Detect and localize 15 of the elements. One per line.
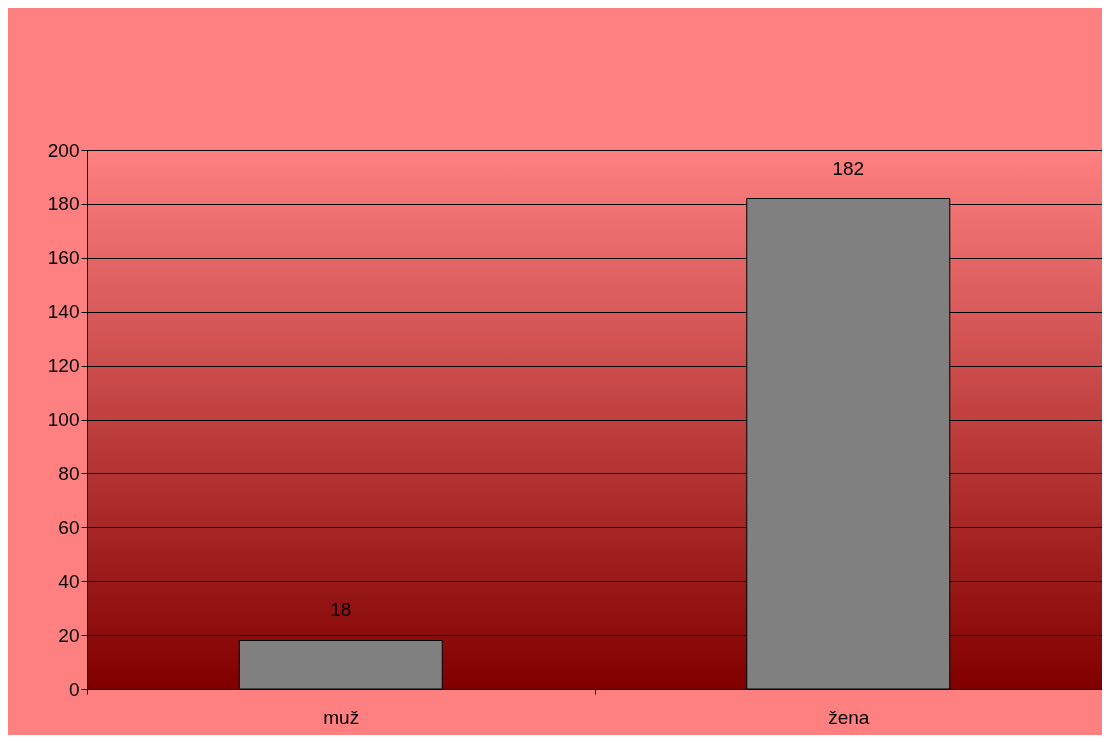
y-tick-label: 0	[68, 678, 80, 700]
y-tick-label: 160	[47, 247, 80, 269]
y-tick-label: 60	[58, 516, 80, 538]
data-label: 18	[330, 599, 352, 621]
y-tick-label: 20	[58, 624, 80, 646]
data-label: 182	[832, 157, 865, 179]
x-tick-label: muž	[323, 706, 360, 728]
x-tick-label: žena	[828, 706, 870, 728]
y-tick-label: 180	[47, 193, 80, 215]
y-tick-label: 40	[58, 570, 80, 592]
y-tick-label: 100	[47, 409, 80, 430]
y-tick-label: 200	[47, 139, 80, 161]
y-tick-label: 120	[47, 355, 80, 377]
y-tick-label: 140	[47, 301, 80, 323]
y-tick-label: 80	[58, 462, 80, 484]
